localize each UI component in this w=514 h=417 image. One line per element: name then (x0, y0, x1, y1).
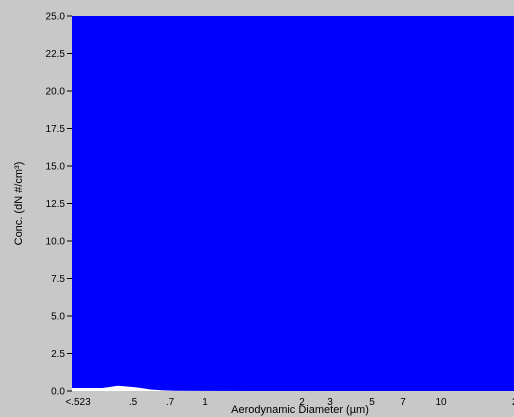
x-tick-label: <.523 (65, 397, 91, 408)
x-axis: <.523 .5 .7 1 2 3 5 7 10 20 (65, 397, 514, 408)
y-tick-label: 20.0 (46, 87, 66, 98)
y-tick-label: 25.0 (46, 12, 66, 23)
y-tick-label: 22.5 (46, 49, 66, 60)
y-tick-label: 5.0 (51, 312, 65, 323)
y-tick-label: 2.5 (51, 349, 65, 360)
x-tick-label: 1 (202, 397, 208, 408)
x-axis-title: Aerodynamic Diameter (µm) (231, 404, 369, 416)
plot-area (72, 16, 514, 391)
x-tick-label: .5 (129, 397, 138, 408)
x-tick-label: 5 (369, 397, 375, 408)
y-tick-label: 15.0 (46, 162, 66, 173)
x-tick-label: .7 (166, 397, 175, 408)
y-tick-label: 0.0 (51, 387, 65, 398)
x-tick-label: 3 (327, 397, 333, 408)
series-area-0 (72, 385, 514, 391)
y-tick-label: 10.0 (46, 237, 66, 248)
x-tick-label: 20 (512, 397, 514, 408)
x-tick-label: 7 (400, 397, 406, 408)
series-area-layer (72, 385, 514, 391)
x-tick-label: 2 (299, 397, 305, 408)
y-tick-label: 12.5 (46, 199, 66, 210)
x-tick-label: 10 (435, 397, 447, 408)
y-tick-label: 7.5 (51, 274, 65, 285)
y-tick-label: 17.5 (46, 124, 66, 135)
y-axis-title: Conc. (dN #/cm³) (13, 162, 25, 246)
y-axis: 0.0 2.5 5.0 7.5 10.0 12.5 15.0 17.5 20.0 22.5 25.0 (46, 12, 72, 398)
